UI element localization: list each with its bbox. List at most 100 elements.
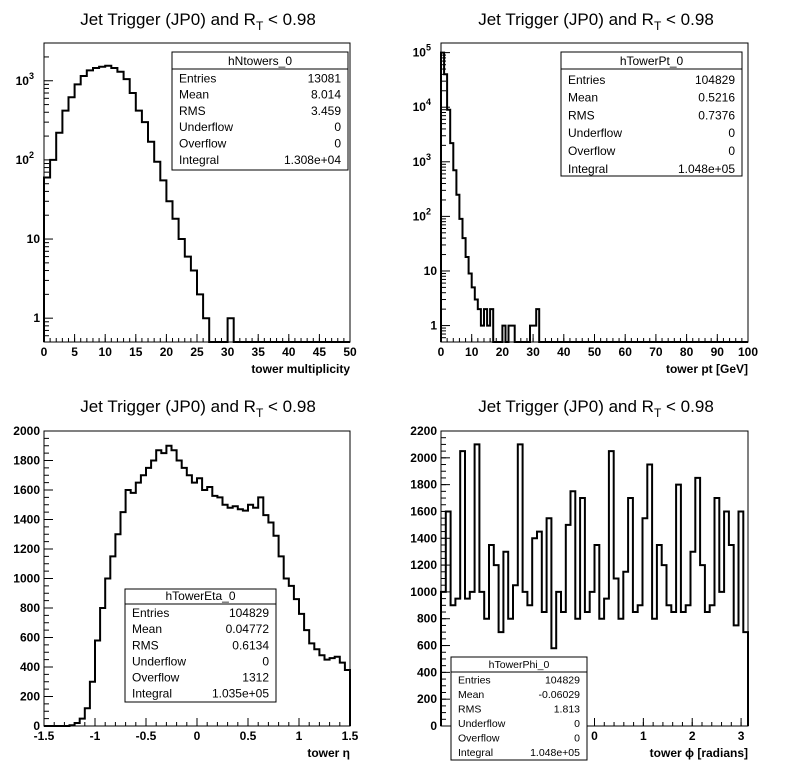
stats-box-name: hTowerPt_0 <box>620 54 684 68</box>
x-axis-label: tower ϕ [radians] <box>650 746 748 760</box>
stats-row-label: Overflow <box>458 733 500 745</box>
stats-row-label: Mean <box>458 689 484 701</box>
stats-box-name: hNtowers_0 <box>228 54 292 68</box>
stats-row-value: 0.5216 <box>698 91 735 105</box>
stats-row-label: Mean <box>568 91 598 105</box>
x-tick-label: 90 <box>711 345 725 359</box>
stats-row-value: 3.459 <box>311 104 341 118</box>
stats-row-value: 0 <box>728 144 735 158</box>
y-tick-label: 800 <box>20 601 40 615</box>
x-tick-label: 30 <box>221 345 235 359</box>
y-tick-label: 1 <box>33 311 40 325</box>
y-tick-label: 102 <box>16 150 34 167</box>
x-tick-label: 10 <box>465 345 479 359</box>
x-axis-label: tower pt [GeV] <box>666 362 748 376</box>
stats-box-name: hTowerPhi_0 <box>489 659 550 671</box>
y-tick-label: 1600 <box>410 504 437 518</box>
stats-row-value: 0.04772 <box>226 622 270 636</box>
stats-row-value: 0.6134 <box>232 638 269 652</box>
stats-row-value: 0 <box>334 137 341 151</box>
stats-row-label: Integral <box>458 747 493 759</box>
histogram-panel-4: Jet Trigger (JP0) and RT < 0.98 0 1 2 3 0 200 4… <box>410 397 749 761</box>
x-tick-label: 0 <box>41 345 48 359</box>
stats-row-label: RMS <box>458 704 481 716</box>
x-tick-label: 20 <box>496 345 510 359</box>
x-tick-label: 70 <box>649 345 663 359</box>
y-tick-label: 103 <box>16 71 34 88</box>
x-tick-label: 80 <box>680 345 694 359</box>
y-tick-label: 10 <box>424 264 438 278</box>
stats-row-value: 104829 <box>545 675 580 687</box>
stats-row-value: 1.048e+05 <box>530 747 580 759</box>
stats-row-label: Entries <box>179 71 216 85</box>
stats-row-label: Mean <box>179 88 209 102</box>
y-tick-label: 1800 <box>410 478 437 492</box>
histogram-series <box>44 444 351 727</box>
y-tick-label: 1800 <box>13 454 40 468</box>
x-tick-label: -0.5 <box>136 729 157 743</box>
stats-row-value: 1.308e+04 <box>284 153 341 167</box>
x-tick-label: 100 <box>738 345 758 359</box>
histogram-panel-2: Jet Trigger (JP0) and RT < 0.980 10 20 30 40… <box>413 10 759 376</box>
histogram-panel-3: Jet Trigger (JP0) and RT < 0.98 -1.5 -1 -0.… <box>13 397 358 760</box>
x-tick-label: 5 <box>71 345 78 359</box>
stats-row-label: Entries <box>132 606 169 620</box>
stats-row-value: 8.014 <box>311 88 341 102</box>
stats-box: hTowerPhi_0 Entries 104829 Mean -0.06029 RMS 1… <box>450 656 588 761</box>
y-tick-label: 200 <box>417 692 437 706</box>
stats-row-value: 1.035e+05 <box>212 687 269 701</box>
x-tick-label: -1.5 <box>34 729 55 743</box>
y-tick-label: 600 <box>417 639 437 653</box>
stats-row-label: Underflow <box>179 120 233 134</box>
x-axis-label: tower η <box>307 746 350 760</box>
stats-row-label: RMS <box>132 638 159 652</box>
x-tick-label: 0.5 <box>240 729 257 743</box>
stats-box: hTowerPt_0 Entries 104829 Mean 0.5216 RMS 0.73… <box>560 51 743 177</box>
stats-row-label: Overflow <box>132 671 180 685</box>
stats-row-label: Integral <box>568 162 608 176</box>
stats-box-frame <box>450 656 588 761</box>
y-tick-label: 1000 <box>410 585 437 599</box>
stats-row-label: Integral <box>179 153 219 167</box>
stats-row-value: 0 <box>728 126 735 140</box>
histogram-series <box>440 443 749 726</box>
stats-row-label: Underflow <box>132 654 186 668</box>
stats-row-value: 1.048e+05 <box>678 162 735 176</box>
stats-row-label: Mean <box>132 622 162 636</box>
stats-row-label: Underflow <box>458 718 506 730</box>
y-tick-label: 0 <box>430 719 437 733</box>
stats-row-value: -0.06029 <box>539 689 581 701</box>
stats-box: hNtowers_0 Entries 13081 Mean 8.014 RMS 3.459 U… <box>171 51 349 171</box>
stats-row-value: 0.7376 <box>698 108 735 122</box>
x-tick-label: 0 <box>194 729 201 743</box>
x-tick-label: 40 <box>557 345 571 359</box>
stats-row-value: 1.813 <box>554 704 580 716</box>
y-tick-label: 400 <box>417 665 437 679</box>
y-tick-label: 1200 <box>13 542 40 556</box>
stats-row-value: 104829 <box>695 73 735 87</box>
stats-row-label: Underflow <box>568 126 622 140</box>
x-tick-label: 0 <box>591 729 598 743</box>
stats-row-label: Integral <box>132 687 172 701</box>
chart-title: Jet Trigger (JP0) and RT < 0.98 <box>80 10 316 33</box>
stats-row-label: RMS <box>179 104 206 118</box>
stats-box-frame <box>124 588 277 703</box>
stats-row-value: 0 <box>574 718 580 730</box>
stats-row-label: Overflow <box>179 137 227 151</box>
stats-row-label: Entries <box>568 73 605 87</box>
y-tick-label: 1000 <box>13 572 40 586</box>
stats-row-value: 0 <box>262 654 269 668</box>
x-tick-label: 20 <box>160 345 174 359</box>
chart-title: Jet Trigger (JP0) and RT < 0.98 <box>478 397 714 420</box>
x-axis-label: tower multiplicity <box>251 362 350 376</box>
stats-row-value: 1312 <box>242 671 269 685</box>
x-tick-label: 1 <box>640 729 647 743</box>
stats-row-label: Overflow <box>568 144 616 158</box>
y-tick-label: 1600 <box>13 483 40 497</box>
chart-title: Jet Trigger (JP0) and RT < 0.98 <box>80 397 316 420</box>
y-tick-label: 1400 <box>13 513 40 527</box>
x-tick-label: 60 <box>619 345 633 359</box>
x-tick-label: 35 <box>252 345 266 359</box>
histogram-panel-1: Jet Trigger (JP0) and RT < 0.980 5 10 15 20 2… <box>16 10 357 376</box>
